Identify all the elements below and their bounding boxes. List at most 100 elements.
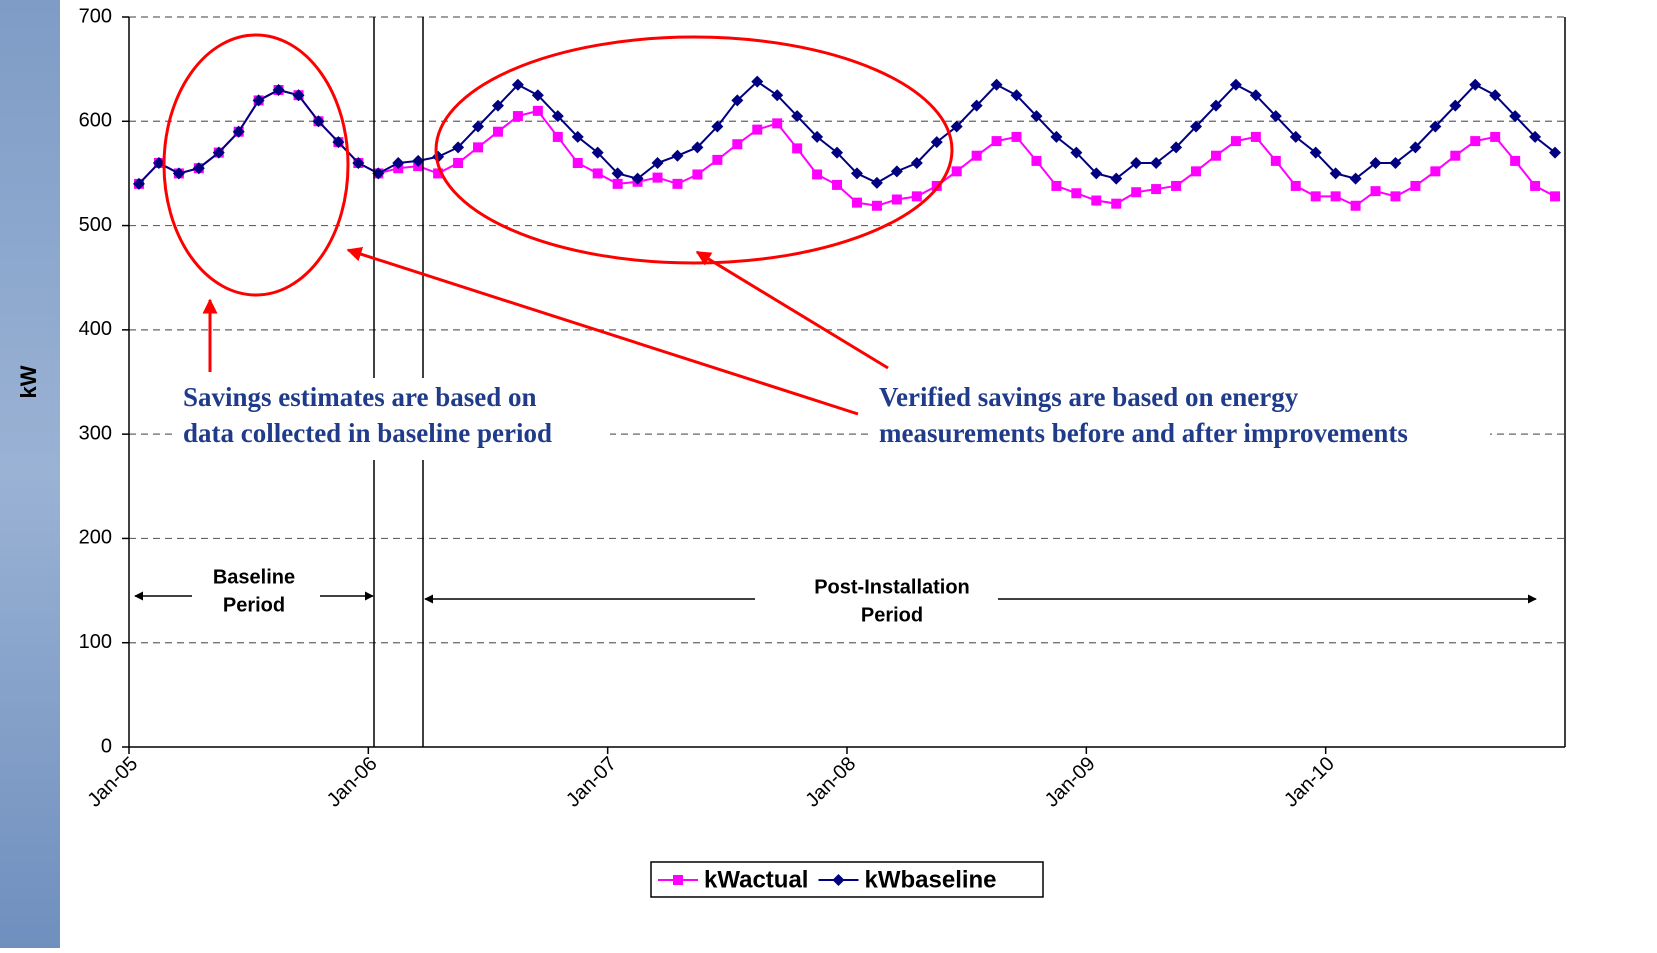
data-point (392, 157, 405, 169)
data-point (1529, 130, 1542, 143)
data-point (473, 142, 484, 153)
data-point (811, 130, 824, 143)
data-point (1210, 150, 1221, 161)
legend-items: kWactual kWbaseline (658, 866, 997, 893)
data-point (771, 89, 784, 102)
note-background (870, 378, 1490, 460)
data-point (671, 149, 684, 162)
data-point (571, 130, 584, 143)
data-point (1430, 166, 1441, 177)
data-point (1329, 167, 1342, 180)
data-point (1191, 166, 1202, 177)
data-point (453, 158, 464, 168)
data-point (1309, 146, 1322, 159)
data-point (1390, 191, 1401, 202)
data-point (1070, 146, 1083, 159)
data-point (1349, 172, 1362, 185)
data-point (452, 141, 465, 154)
post-period-label: Post-Installation (814, 576, 970, 598)
data-point (252, 94, 265, 107)
highlight-ellipse (434, 35, 954, 265)
x-tick-label: Jan-06 (323, 753, 382, 812)
data-point (1030, 110, 1043, 123)
data-point (832, 179, 843, 190)
data-point (911, 191, 922, 202)
data-point (850, 167, 863, 180)
data-point (472, 120, 485, 133)
data-point (1110, 172, 1123, 185)
data-point (930, 136, 943, 149)
data-point (591, 146, 604, 159)
data-point (512, 111, 523, 122)
data-point (1290, 180, 1301, 191)
data-point (731, 94, 744, 107)
data-point (950, 120, 963, 133)
data-point (1389, 157, 1402, 169)
data-point (792, 143, 803, 154)
data-point (1270, 155, 1281, 166)
data-point (1090, 167, 1103, 180)
data-point (991, 136, 1002, 147)
data-point (1350, 200, 1361, 211)
data-point (1050, 130, 1063, 143)
data-point (951, 166, 962, 177)
data-point (631, 172, 644, 185)
data-point (1071, 188, 1082, 199)
data-point (711, 120, 724, 133)
series-line (138, 80, 1556, 185)
data-point (732, 139, 743, 150)
label-background (760, 572, 995, 632)
data-point (1209, 99, 1222, 112)
data-point (1269, 110, 1282, 123)
data-point (272, 84, 285, 96)
x-tick-label: Jan-08 (801, 753, 860, 812)
data-point (1510, 155, 1521, 166)
y-tick-label: 400 (79, 318, 112, 340)
data-point (612, 178, 623, 189)
data-point (1131, 187, 1142, 198)
legend-label: kWbaseline (864, 866, 996, 893)
baseline-note: Savings estimates are based on (183, 382, 537, 412)
data-point (1330, 191, 1341, 202)
data-point (692, 169, 703, 180)
data-point (1130, 157, 1143, 169)
data-point (232, 125, 245, 138)
data-point (292, 89, 305, 102)
data-point (1031, 155, 1042, 166)
callout-arrow (346, 246, 859, 416)
data-point (312, 115, 325, 128)
data-point (673, 875, 683, 885)
data-point (752, 124, 763, 135)
data-point (851, 197, 862, 208)
x-tick-label: Jan-09 (1041, 753, 1100, 812)
data-point (1230, 136, 1241, 147)
data-point (1470, 136, 1481, 147)
verified-note: Verified savings are based on energy (879, 382, 1299, 412)
data-point (491, 99, 504, 112)
data-point (751, 75, 764, 88)
data-point (1011, 131, 1022, 142)
side-band (0, 0, 60, 948)
x-tick-label: Jan-05 (83, 753, 142, 812)
data-point (551, 110, 564, 123)
data-point (332, 136, 345, 149)
data-point (1289, 130, 1302, 143)
highlight-ellipse (162, 33, 350, 297)
data-point (831, 146, 844, 159)
data-point (1409, 141, 1422, 154)
data-point (1549, 146, 1562, 159)
data-point (1091, 195, 1102, 206)
data-point (1370, 186, 1381, 197)
data-point (1469, 78, 1482, 91)
data-point (552, 131, 563, 142)
data-point (1450, 150, 1461, 161)
data-point (791, 110, 804, 123)
data-point (1369, 157, 1382, 169)
data-point (832, 874, 845, 886)
data-point (691, 141, 704, 154)
data-point (990, 78, 1003, 91)
data-point (152, 157, 165, 169)
data-point (971, 150, 982, 161)
